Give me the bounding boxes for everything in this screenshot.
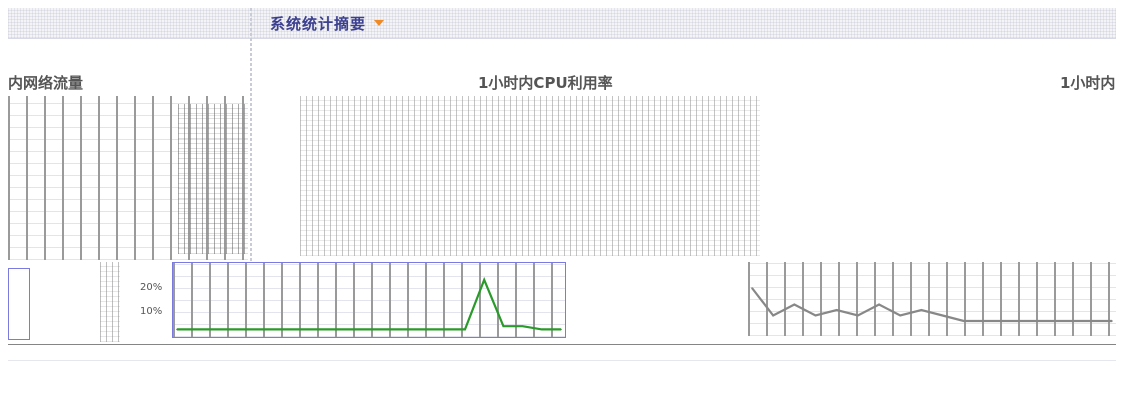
right-line-chart [751, 287, 1113, 323]
cpu-point-7 [310, 328, 313, 331]
cpu-point-11 [387, 328, 389, 331]
cpu-chart-axis-noise [100, 262, 120, 342]
right-point-7 [899, 314, 902, 317]
cpu-point-15 [464, 328, 466, 331]
cpu-point-5 [272, 328, 274, 331]
right-point-12 [1005, 320, 1007, 322]
cpu-chart-artifact [300, 96, 760, 256]
right-point-16 [1090, 320, 1092, 322]
right-point-2 [793, 303, 796, 306]
cpu-plot-area [172, 262, 566, 338]
right-point-13 [1026, 320, 1029, 322]
section-header: 系统统计摘要 [8, 8, 1116, 39]
column-divider [250, 8, 252, 328]
right-point-3 [814, 314, 817, 317]
network-chart-grid [8, 96, 248, 260]
network-chart-legend [178, 104, 248, 254]
right-point-6 [878, 303, 880, 306]
right-point-11 [984, 320, 986, 322]
cpu-point-18 [521, 325, 524, 327]
network-chart-panel [8, 96, 248, 340]
chart-title-cpu: 1小时内CPU利用率 [478, 74, 613, 92]
cpu-point-2 [214, 328, 217, 331]
cpu-chart-panel: 20% 10% [100, 262, 570, 342]
section-title-text: 系统统计摘要 [270, 14, 367, 33]
footer-divider [8, 360, 1116, 361]
cpu-point-12 [406, 328, 409, 331]
chart-title-third: 1小时内 [1060, 74, 1116, 92]
right-point-9 [941, 314, 944, 317]
cpu-point-0 [176, 328, 178, 331]
x-axis-baseline [8, 344, 1116, 345]
right-point-8 [920, 309, 923, 311]
right-point-4 [835, 309, 838, 311]
cpu-point-14 [445, 328, 447, 331]
right-point-1 [772, 314, 774, 317]
cpu-series-line [177, 276, 561, 331]
cpu-point-19 [541, 328, 543, 331]
chart-title-network: 内网络流量 [8, 74, 84, 92]
right-series-line [751, 287, 1112, 323]
cpu-y-label-10: 10% [140, 306, 163, 317]
cpu-point-20 [560, 328, 562, 331]
right-point-17 [1111, 320, 1113, 322]
cpu-point-16 [483, 279, 486, 281]
section-title-toggle[interactable]: 系统统计摘要 [270, 12, 385, 34]
right-plot-area [748, 262, 1116, 336]
chevron-down-icon [374, 20, 385, 26]
network-chart-frame [8, 268, 30, 340]
cpu-point-1 [195, 328, 197, 331]
cpu-point-4 [253, 328, 255, 331]
right-point-0 [751, 287, 753, 289]
cpu-y-label-20: 20% [140, 282, 163, 293]
right-point-15 [1068, 320, 1071, 322]
right-point-14 [1047, 320, 1050, 322]
cpu-line-chart [176, 276, 562, 331]
cpu-point-10 [368, 328, 370, 331]
right-point-5 [857, 314, 859, 317]
cpu-point-17 [502, 325, 505, 327]
right-point-10 [962, 320, 965, 322]
cpu-point-13 [425, 328, 428, 331]
right-chart-panel [748, 262, 1116, 342]
cpu-point-6 [291, 328, 293, 331]
cpu-point-3 [233, 328, 236, 331]
cpu-point-8 [329, 328, 332, 331]
cpu-point-9 [349, 328, 351, 331]
